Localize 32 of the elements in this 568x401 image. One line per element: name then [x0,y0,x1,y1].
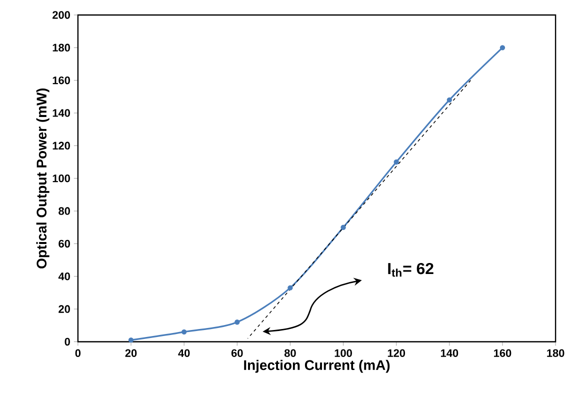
y-tick-label: 160 [52,76,70,84]
x-tick-label: 0 [75,349,81,358]
x-tick-label: 20 [125,349,137,358]
y-tick-label: 100 [52,174,70,182]
point [340,224,346,230]
x-axis-title: Injection Current (mA) [244,360,390,373]
x-tick-label: 180 [547,349,564,358]
point [181,329,187,335]
point [500,45,506,50]
y-tick-label: 40 [58,272,70,280]
x-tick-label: 120 [388,349,406,358]
y-tick-label: 0 [64,338,70,346]
point [128,338,134,343]
x-tick-label: 140 [440,349,458,358]
point [288,285,293,291]
y-tick-label: 60 [58,240,70,248]
y-tick-label: 200 [52,11,70,20]
y-tick-label: 20 [58,305,70,314]
x-tick-label: 80 [284,349,296,358]
point [394,160,399,165]
y-tick-label: 180 [52,44,70,52]
point [446,98,452,103]
y-tick-label: 80 [58,207,70,216]
y-axis-title: Optical Output Power (mW) [36,88,50,269]
point [234,320,240,325]
x-tick-label: 60 [231,349,243,358]
y-tick-label: 120 [52,142,70,150]
x-tick-label: 40 [178,349,190,358]
x-tick-label: 160 [494,349,512,358]
y-tick-label: 140 [52,109,70,118]
annotation: I$_{th}$= 62 [388,263,434,277]
x-tick-label: 100 [334,349,352,358]
